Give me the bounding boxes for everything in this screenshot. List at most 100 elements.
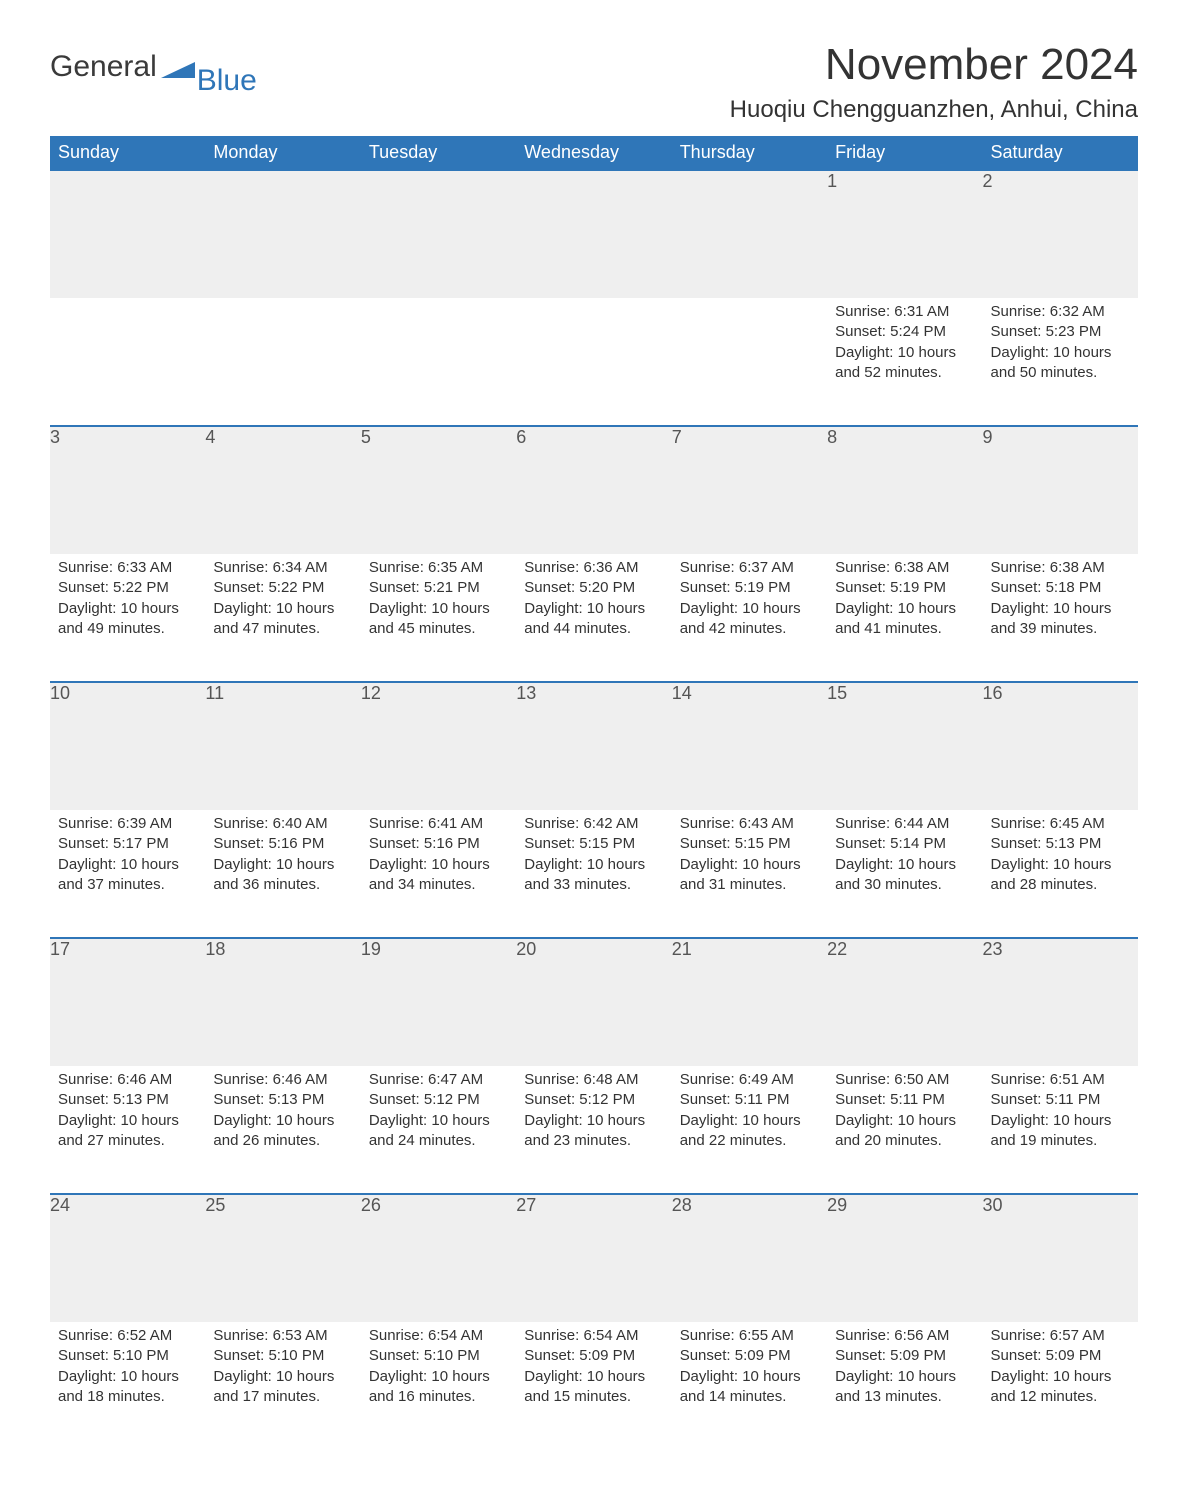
weekday-header: Monday — [205, 136, 360, 170]
daylight-text: Daylight: 10 hours and 37 minutes. — [58, 855, 197, 896]
sunset-text: Sunset: 5:16 PM — [213, 834, 352, 854]
day-content-row: Sunrise: 6:33 AMSunset: 5:22 PMDaylight:… — [50, 554, 1138, 682]
daylight-text: Daylight: 10 hours and 42 minutes. — [680, 599, 819, 640]
daylight-text: Daylight: 10 hours and 18 minutes. — [58, 1367, 197, 1408]
brand-text-1: General — [50, 50, 157, 84]
daylight-text: Daylight: 10 hours and 33 minutes. — [524, 855, 663, 896]
sunrise-text: Sunrise: 6:50 AM — [835, 1070, 974, 1090]
day-cell: Sunrise: 6:35 AMSunset: 5:21 PMDaylight:… — [361, 554, 516, 682]
day-number: 18 — [205, 938, 360, 1066]
daylight-text: Daylight: 10 hours and 19 minutes. — [991, 1111, 1130, 1152]
day-cell-body: Sunrise: 6:34 AMSunset: 5:22 PMDaylight:… — [205, 554, 360, 649]
day-number: 8 — [827, 426, 982, 554]
sunrise-text: Sunrise: 6:40 AM — [213, 814, 352, 834]
sunrise-text: Sunrise: 6:49 AM — [680, 1070, 819, 1090]
day-cell-body: Sunrise: 6:54 AMSunset: 5:10 PMDaylight:… — [361, 1322, 516, 1417]
sunset-text: Sunset: 5:22 PM — [58, 578, 197, 598]
weekday-header-row: SundayMondayTuesdayWednesdayThursdayFrid… — [50, 136, 1138, 170]
sunrise-text: Sunrise: 6:54 AM — [524, 1326, 663, 1346]
sunrise-text: Sunrise: 6:37 AM — [680, 558, 819, 578]
day-cell-body: Sunrise: 6:43 AMSunset: 5:15 PMDaylight:… — [672, 810, 827, 905]
sunset-text: Sunset: 5:13 PM — [58, 1090, 197, 1110]
day-number: 27 — [516, 1194, 671, 1322]
daylight-text: Daylight: 10 hours and 16 minutes. — [369, 1367, 508, 1408]
day-cell-body: Sunrise: 6:38 AMSunset: 5:18 PMDaylight:… — [983, 554, 1138, 649]
day-number: 24 — [50, 1194, 205, 1322]
day-cell: Sunrise: 6:45 AMSunset: 5:13 PMDaylight:… — [983, 810, 1138, 938]
day-cell: Sunrise: 6:42 AMSunset: 5:15 PMDaylight:… — [516, 810, 671, 938]
sunrise-text: Sunrise: 6:43 AM — [680, 814, 819, 834]
day-number: 30 — [983, 1194, 1138, 1322]
daylight-text: Daylight: 10 hours and 23 minutes. — [524, 1111, 663, 1152]
sunset-text: Sunset: 5:09 PM — [835, 1346, 974, 1366]
day-cell: Sunrise: 6:48 AMSunset: 5:12 PMDaylight:… — [516, 1066, 671, 1194]
day-cell-body: Sunrise: 6:46 AMSunset: 5:13 PMDaylight:… — [50, 1066, 205, 1161]
weekday-header: Sunday — [50, 136, 205, 170]
day-number-row: 3456789 — [50, 426, 1138, 554]
brand-logo: General Blue — [50, 30, 257, 84]
day-cell: Sunrise: 6:36 AMSunset: 5:20 PMDaylight:… — [516, 554, 671, 682]
daylight-text: Daylight: 10 hours and 50 minutes. — [991, 343, 1130, 384]
day-number: 3 — [50, 426, 205, 554]
daylight-text: Daylight: 10 hours and 36 minutes. — [213, 855, 352, 896]
sunset-text: Sunset: 5:21 PM — [369, 578, 508, 598]
day-cell-body: Sunrise: 6:32 AMSunset: 5:23 PMDaylight:… — [983, 298, 1138, 393]
daylight-text: Daylight: 10 hours and 47 minutes. — [213, 599, 352, 640]
header-row: General Blue November 2024 Huoqiu Chengg… — [50, 30, 1138, 136]
empty-day-number — [672, 170, 827, 298]
brand-text-2: Blue — [197, 64, 257, 98]
sunrise-text: Sunrise: 6:45 AM — [991, 814, 1130, 834]
daylight-text: Daylight: 10 hours and 39 minutes. — [991, 599, 1130, 640]
day-cell: Sunrise: 6:46 AMSunset: 5:13 PMDaylight:… — [50, 1066, 205, 1194]
day-cell: Sunrise: 6:56 AMSunset: 5:09 PMDaylight:… — [827, 1322, 982, 1450]
daylight-text: Daylight: 10 hours and 24 minutes. — [369, 1111, 508, 1152]
day-content-row: Sunrise: 6:39 AMSunset: 5:17 PMDaylight:… — [50, 810, 1138, 938]
day-number: 14 — [672, 682, 827, 810]
day-cell: Sunrise: 6:34 AMSunset: 5:22 PMDaylight:… — [205, 554, 360, 682]
sunset-text: Sunset: 5:14 PM — [835, 834, 974, 854]
day-cell-body: Sunrise: 6:39 AMSunset: 5:17 PMDaylight:… — [50, 810, 205, 905]
daylight-text: Daylight: 10 hours and 30 minutes. — [835, 855, 974, 896]
sunrise-text: Sunrise: 6:47 AM — [369, 1070, 508, 1090]
daylight-text: Daylight: 10 hours and 27 minutes. — [58, 1111, 197, 1152]
day-cell-body: Sunrise: 6:51 AMSunset: 5:11 PMDaylight:… — [983, 1066, 1138, 1161]
day-number: 21 — [672, 938, 827, 1066]
day-cell: Sunrise: 6:43 AMSunset: 5:15 PMDaylight:… — [672, 810, 827, 938]
day-cell: Sunrise: 6:55 AMSunset: 5:09 PMDaylight:… — [672, 1322, 827, 1450]
sunrise-text: Sunrise: 6:44 AM — [835, 814, 974, 834]
day-number-row: 24252627282930 — [50, 1194, 1138, 1322]
day-number: 16 — [983, 682, 1138, 810]
sunset-text: Sunset: 5:11 PM — [680, 1090, 819, 1110]
location-subtitle: Huoqiu Chengguanzhen, Anhui, China — [730, 96, 1138, 124]
page: General Blue November 2024 Huoqiu Chengg… — [0, 0, 1188, 1490]
sunrise-text: Sunrise: 6:56 AM — [835, 1326, 974, 1346]
daylight-text: Daylight: 10 hours and 31 minutes. — [680, 855, 819, 896]
sunset-text: Sunset: 5:24 PM — [835, 322, 974, 342]
weekday-header: Saturday — [983, 136, 1138, 170]
day-cell-body: Sunrise: 6:57 AMSunset: 5:09 PMDaylight:… — [983, 1322, 1138, 1417]
day-cell-body: Sunrise: 6:53 AMSunset: 5:10 PMDaylight:… — [205, 1322, 360, 1417]
day-number-row: 12 — [50, 170, 1138, 298]
sunset-text: Sunset: 5:09 PM — [991, 1346, 1130, 1366]
empty-day-cell — [361, 298, 516, 426]
day-cell-body: Sunrise: 6:31 AMSunset: 5:24 PMDaylight:… — [827, 298, 982, 393]
day-cell-body: Sunrise: 6:40 AMSunset: 5:16 PMDaylight:… — [205, 810, 360, 905]
sunset-text: Sunset: 5:10 PM — [369, 1346, 508, 1366]
day-number: 10 — [50, 682, 205, 810]
day-cell: Sunrise: 6:53 AMSunset: 5:10 PMDaylight:… — [205, 1322, 360, 1450]
sunrise-text: Sunrise: 6:42 AM — [524, 814, 663, 834]
day-cell-body: Sunrise: 6:36 AMSunset: 5:20 PMDaylight:… — [516, 554, 671, 649]
weekday-header: Wednesday — [516, 136, 671, 170]
day-cell: Sunrise: 6:38 AMSunset: 5:18 PMDaylight:… — [983, 554, 1138, 682]
sunrise-text: Sunrise: 6:35 AM — [369, 558, 508, 578]
sunset-text: Sunset: 5:12 PM — [524, 1090, 663, 1110]
empty-day-number — [205, 170, 360, 298]
day-cell-body: Sunrise: 6:35 AMSunset: 5:21 PMDaylight:… — [361, 554, 516, 649]
sunset-text: Sunset: 5:15 PM — [680, 834, 819, 854]
day-number: 17 — [50, 938, 205, 1066]
day-number: 1 — [827, 170, 982, 298]
sunset-text: Sunset: 5:15 PM — [524, 834, 663, 854]
day-cell-body: Sunrise: 6:33 AMSunset: 5:22 PMDaylight:… — [50, 554, 205, 649]
day-cell: Sunrise: 6:38 AMSunset: 5:19 PMDaylight:… — [827, 554, 982, 682]
day-number: 9 — [983, 426, 1138, 554]
